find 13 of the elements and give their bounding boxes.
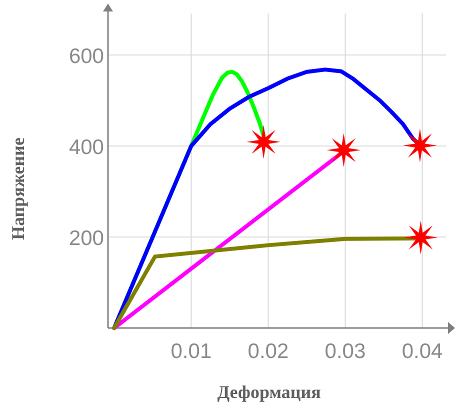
x-axis-title: Деформация (217, 382, 322, 402)
y-tick-label: 200 (68, 227, 104, 250)
point (246, 124, 281, 159)
x-tick-label: 0.02 (248, 340, 289, 363)
point (326, 133, 361, 168)
y-tick-label: 400 (68, 136, 104, 159)
y-axis-title: Напряжение (8, 138, 28, 240)
y-tick-label: 600 (68, 45, 104, 68)
point (404, 220, 438, 254)
x-tick-label: 0.04 (402, 340, 444, 363)
x-tick-label: 0.03 (324, 340, 366, 363)
x-tick-label: 0.01 (170, 340, 212, 363)
point (402, 128, 437, 163)
